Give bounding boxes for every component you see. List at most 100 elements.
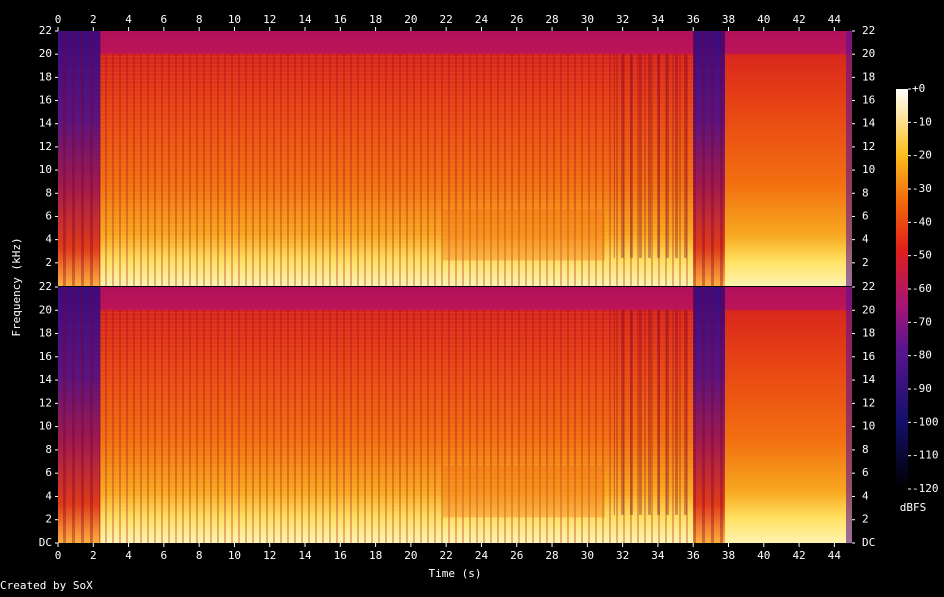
x-tick-label: 22 [440, 549, 453, 562]
y-tick-label: 12 [862, 396, 875, 409]
x-tick-label: 34 [651, 549, 665, 562]
y-tick-label: 16 [39, 350, 52, 363]
y-tick-label: 2 [862, 256, 869, 269]
x-tick-label: 24 [475, 549, 489, 562]
colorbar-tick-label: -20 [912, 149, 932, 162]
y-tick-label: 10 [39, 163, 52, 176]
spectrum-softer [442, 466, 605, 518]
y-tick-label: 10 [862, 420, 875, 433]
y-tick-label: 16 [39, 94, 52, 107]
y-tick-label: 18 [862, 70, 875, 83]
x-tick-label: 40 [757, 549, 770, 562]
x-tick-label: 32 [616, 549, 629, 562]
y-tick-label: 6 [45, 466, 52, 479]
colorbar-tick-label: -110 [912, 449, 939, 462]
colorbar-label: dBFS [900, 501, 927, 514]
x-tick-label: 36 [687, 549, 700, 562]
y-tick-label: 6 [45, 209, 52, 222]
x-tick-label: 38 [722, 13, 735, 26]
y-tick-label: 8 [45, 186, 52, 199]
y-tick-label: 2 [862, 513, 869, 526]
x-tick-label: 42 [792, 13, 805, 26]
x-tick-label: 20 [404, 549, 417, 562]
colorbar-tick-label: -100 [912, 415, 939, 428]
y-tick-label: 4 [862, 233, 869, 246]
y-tick-label: 14 [39, 373, 53, 386]
y-tick-label: 18 [39, 327, 52, 340]
y-tick-label: 4 [45, 233, 52, 246]
x-tick-label: 6 [161, 13, 168, 26]
x-tick-label: 26 [510, 549, 523, 562]
x-tick-label: 12 [263, 13, 276, 26]
x-tick-label: 18 [369, 13, 382, 26]
y-tick-label: 14 [39, 117, 53, 130]
y-tick-label: 8 [45, 443, 52, 456]
y-tick-label: 20 [39, 303, 52, 316]
spectrum-texture [100, 310, 694, 543]
y-tick-label: 16 [862, 94, 875, 107]
y-tick-label: 20 [39, 47, 52, 60]
x-tick-label: 10 [228, 13, 241, 26]
spectrum-softer [442, 209, 605, 261]
y-tick-label: 22 [862, 24, 875, 37]
x-tick-label: 44 [828, 13, 842, 26]
spectrum-texture [100, 53, 694, 287]
y-tick-label: 18 [39, 70, 52, 83]
y-tick-label: 2 [45, 256, 52, 269]
colorbar-tick-label: -10 [912, 115, 932, 128]
colorbar-tick-label: -70 [912, 315, 932, 328]
y-tick-label: 10 [39, 420, 52, 433]
quiet-texture [693, 31, 725, 286]
colorbar-tick-label: -90 [912, 382, 932, 395]
x-tick-label: 30 [581, 13, 594, 26]
x-tick-label: 16 [334, 13, 347, 26]
x-tick-label: 12 [263, 549, 276, 562]
quiet-texture [58, 31, 101, 286]
colorbar-tick-label: -80 [912, 349, 932, 362]
footer: Created by SoX [0, 579, 93, 592]
y-axis-label: Frequency (kHz) [10, 237, 23, 336]
x-tick-label: 10 [228, 549, 241, 562]
colorbar-tick-label: -40 [912, 215, 932, 228]
y-tick-label: 10 [862, 163, 875, 176]
x-tick-label: 30 [581, 549, 594, 562]
x-tick-label: 28 [545, 13, 558, 26]
y-tick-label: 20 [862, 303, 875, 316]
quiet-texture [58, 287, 101, 543]
x-tick-label: 42 [792, 549, 805, 562]
x-tick-label: 14 [298, 13, 312, 26]
x-tick-label: 8 [196, 13, 203, 26]
x-tick-label: 8 [196, 549, 203, 562]
y-tick-label: 4 [862, 489, 869, 502]
x-tick-label: 36 [687, 13, 700, 26]
y-tick-label: 14 [862, 373, 876, 386]
x-tick-label: 4 [125, 549, 132, 562]
channel-edge [846, 31, 852, 286]
y-tick-label: DC [39, 536, 52, 549]
colorbar-tick-label: -60 [912, 282, 932, 295]
y-tick-label: 20 [862, 47, 875, 60]
quiet-texture [693, 287, 725, 543]
x-tick-label: 4 [125, 13, 132, 26]
x-tick-label: 34 [651, 13, 665, 26]
channel-edge [846, 287, 852, 543]
y-tick-label: 8 [862, 443, 869, 456]
y-tick-label: 6 [862, 466, 869, 479]
spectrum-transients [613, 310, 690, 515]
x-tick-label: 44 [828, 549, 842, 562]
y-tick-label: 2 [45, 513, 52, 526]
x-tick-label: 40 [757, 13, 770, 26]
colorbar-tick-label: -120 [912, 482, 939, 495]
x-axis-label: Time (s) [429, 567, 482, 580]
y-tick-label: 12 [39, 140, 52, 153]
x-tick-label: 26 [510, 13, 523, 26]
colorbar-tick-label: -50 [912, 249, 932, 262]
x-tick-label: 16 [334, 549, 347, 562]
x-tick-label: 2 [90, 13, 97, 26]
x-tick-label: 24 [475, 13, 489, 26]
y-tick-label: 18 [862, 327, 875, 340]
y-tick-label: 14 [862, 117, 876, 130]
x-tick-label: 20 [404, 13, 417, 26]
x-tick-label: 28 [545, 549, 558, 562]
